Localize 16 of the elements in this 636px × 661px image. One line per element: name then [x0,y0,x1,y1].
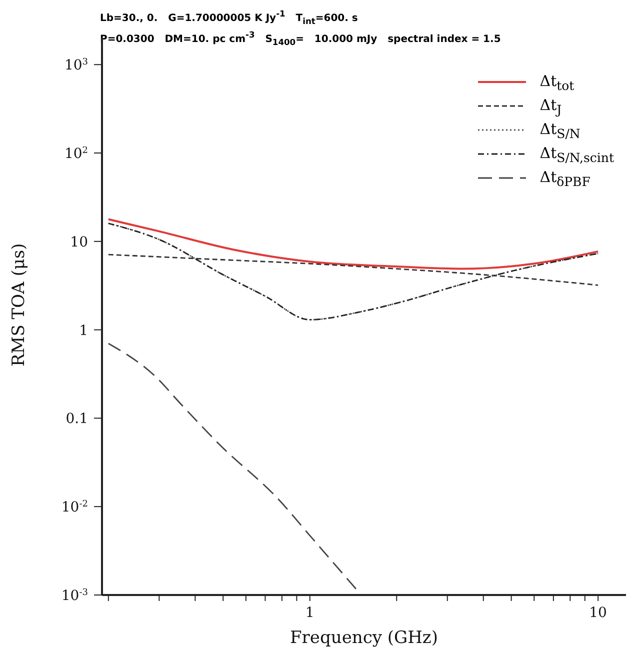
chart-title: Lb=30., 0. G=1.70000005 K Jy$^{-1}$ T$_{int}$=600. s [100,9,358,26]
y-tick-label: 10$^{3}$ [64,58,88,74]
text: P=0.0300 DM=10. pc cm$^{-3}$ S$_{1400}$= 10.000 mJy spectral index = 1.5 [100,29,501,47]
y-axis-title: RMS TOA (μs) [9,243,30,366]
y-tick-label: 10 [70,234,88,250]
y-tick-label: 10$^{2}$ [64,146,88,162]
x-axis-title: Frequency (GHz) [290,628,438,648]
y-tick-label: 0.1 [66,411,88,428]
y-tick-label: 1 [79,322,88,339]
y-tick-label: 10$^{-3}$ [61,588,88,604]
legend-label: Δt$_{J}$ [540,96,562,116]
legend-label: Δt$_{S/N,scint}$ [540,144,614,164]
legend-label: Δt$_{S/N}$ [540,120,580,140]
legend-label: Δt$_{tot}$ [540,72,574,92]
y-tick-label: 10$^{-2}$ [61,500,88,516]
legend-label: Δt$_{δPBF}$ [540,168,590,188]
